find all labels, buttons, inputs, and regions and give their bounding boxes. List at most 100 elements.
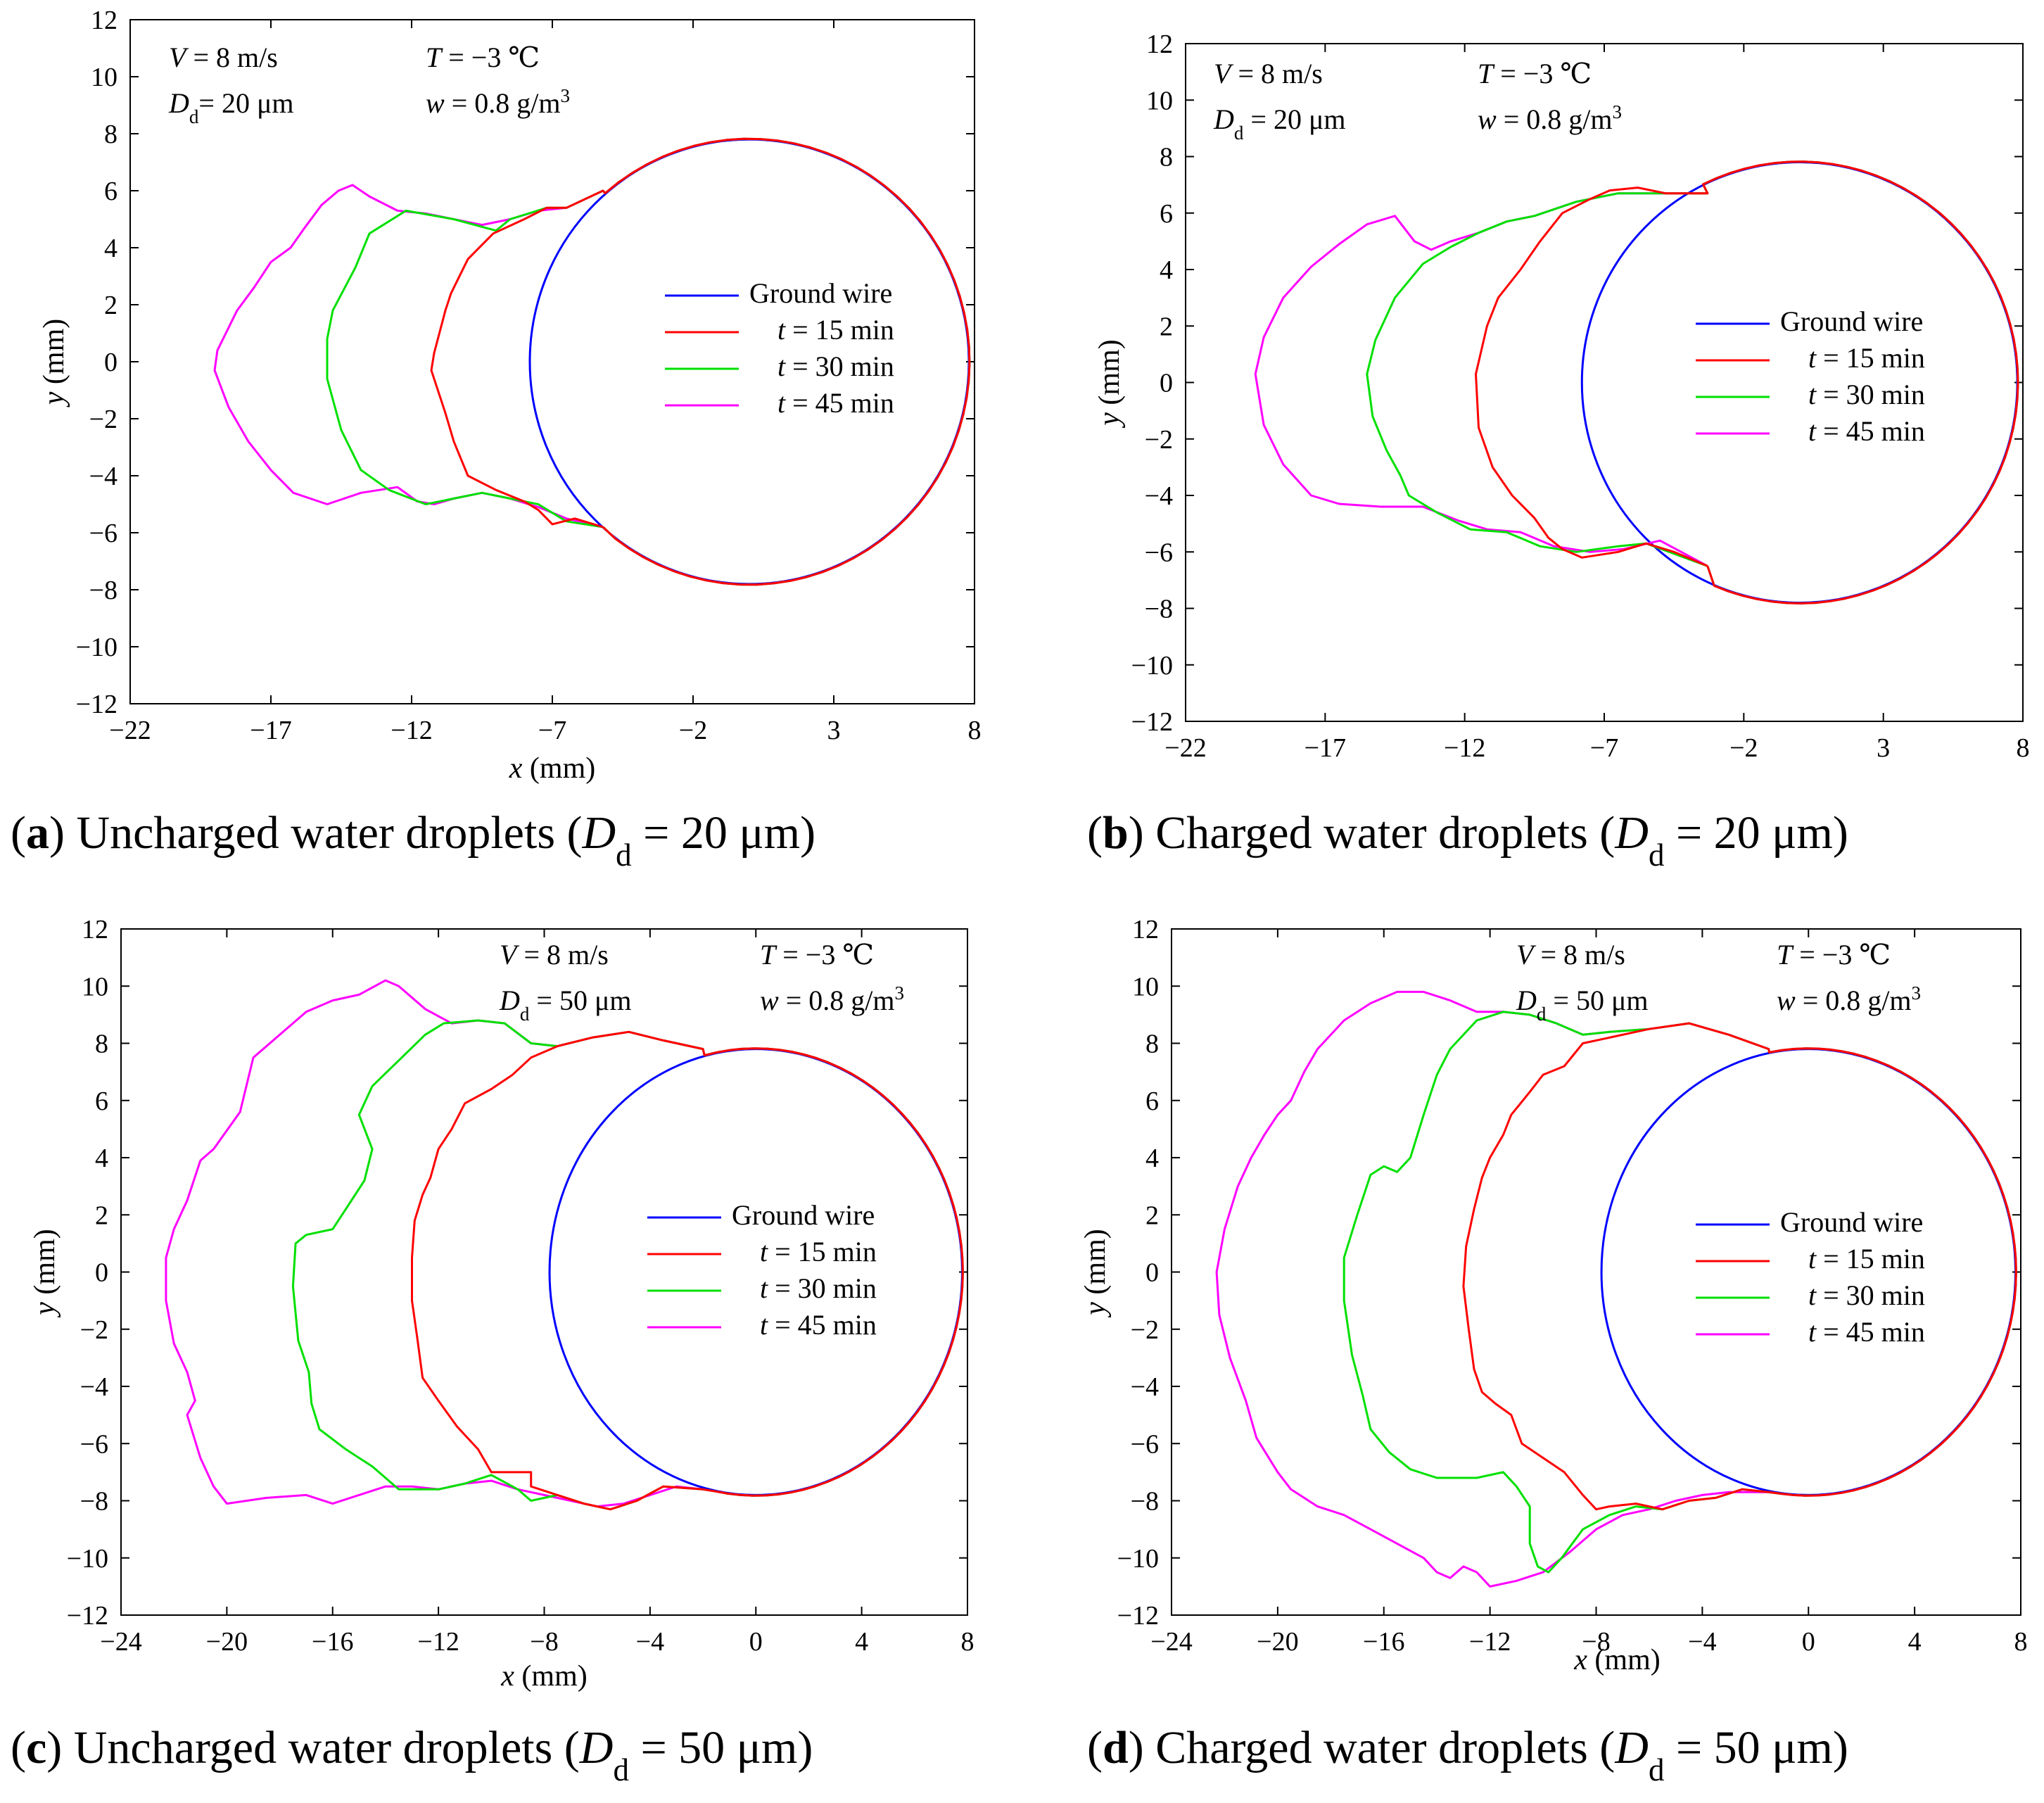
y-tick-label: 2 (1145, 1201, 1159, 1230)
x-tick-label: 8 (2017, 733, 2030, 763)
ground-wire-circle (548, 1048, 963, 1496)
y-tick-label: 0 (1145, 1258, 1159, 1288)
x-tick-label: −4 (1688, 1627, 1716, 1657)
legend-label: t = 30 min (777, 350, 894, 382)
y-tick-label: 2 (104, 291, 118, 320)
y-axis-label: y (mm) (38, 319, 70, 407)
y-tick-label: −4 (1145, 481, 1173, 511)
legend-label: t = 30 min (1808, 1279, 1925, 1311)
y-tick-label: −6 (1131, 1429, 1159, 1459)
x-tick-label: −12 (1469, 1627, 1511, 1657)
y-tick-label: 8 (1160, 143, 1173, 172)
y-tick-label: −8 (80, 1487, 108, 1517)
y-tick-label: −6 (89, 519, 118, 548)
y-tick-label: 4 (104, 234, 118, 263)
y-tick-label: 8 (95, 1030, 108, 1059)
x-tick-label: −4 (636, 1627, 664, 1657)
x-tick-label: 3 (1877, 733, 1890, 763)
y-tick-label: −2 (1145, 425, 1173, 455)
annotation-velocity: V = 8 m/s (169, 42, 278, 73)
y-axis-label: y (mm) (1079, 1229, 1112, 1317)
legend-label: Ground wire (1780, 305, 1923, 337)
y-tick-label: −10 (76, 633, 118, 662)
x-tick-label: 8 (961, 1627, 975, 1657)
legend-label: t = 45 min (1808, 415, 1925, 447)
legend-label: t = 15 min (1808, 1243, 1925, 1274)
x-tick-label: 3 (827, 716, 841, 745)
y-tick-label: −12 (1131, 707, 1173, 737)
y-tick-label: −12 (76, 690, 118, 719)
y-tick-label: −2 (89, 405, 118, 434)
y-tick-label: 4 (1145, 1144, 1159, 1173)
legend-label: t = 30 min (1808, 379, 1925, 410)
chart-panel-d: −24 −20 −16 −12 −8 −4 0 4 8−12−10−8−6−4−20246810… (1079, 915, 2028, 1676)
y-tick-label: 2 (95, 1201, 108, 1230)
y-tick-label: 2 (1160, 312, 1173, 341)
annotation-velocity: V = 8 m/s (500, 939, 609, 970)
legend: Ground wire t = 15 min t = 30 min t = 45 mi… (665, 277, 894, 419)
y-tick-label: −8 (89, 576, 118, 605)
legend-label: Ground wire (749, 277, 892, 309)
annotation-droplet-diameter: Dd = 50 μm (499, 985, 632, 1025)
legend-label: t = 15 min (777, 314, 894, 346)
x-tick-label: −7 (538, 716, 566, 745)
annotation-velocity: V = 8 m/s (1516, 939, 1625, 970)
panel-caption-d: (d) Charged water droplets (Dd = 50 μm) (1087, 1722, 1848, 1788)
x-tick-label: −8 (530, 1627, 558, 1657)
legend-label: t = 45 min (777, 387, 894, 419)
x-tick-label: −2 (679, 716, 707, 745)
y-tick-label: 0 (95, 1258, 108, 1288)
x-tick-label: −22 (1164, 733, 1206, 763)
annotation-velocity: V = 8 m/s (1214, 58, 1323, 89)
legend: Ground wire t = 15 min t = 30 min t = 45 mi… (647, 1199, 877, 1341)
panel-caption-c: (c) Uncharged water droplets (Dd = 50 μm… (11, 1722, 813, 1788)
annotation-droplet-diameter: Dd = 20 μm (1213, 103, 1346, 144)
y-tick-label: 12 (1132, 915, 1159, 944)
y-tick-label: 8 (104, 120, 118, 149)
y-tick-label: −4 (80, 1372, 108, 1402)
y-tick-label: −10 (1117, 1544, 1159, 1574)
y-tick-label: −12 (1117, 1601, 1159, 1631)
x-axis-label: x (mm) (500, 1660, 587, 1693)
x-tick-label: 0 (1802, 1627, 1815, 1657)
y-tick-label: −10 (1131, 651, 1173, 681)
x-tick-label: 0 (749, 1627, 763, 1657)
annotation-temperature: T = −3 ℃ (1777, 939, 1891, 970)
x-tick-label: 4 (1908, 1627, 1922, 1657)
legend-label: Ground wire (732, 1199, 875, 1231)
y-tick-label: 6 (104, 177, 118, 206)
y-tick-label: 10 (1146, 86, 1173, 115)
y-tick-label: −4 (89, 462, 118, 491)
plot-area (1254, 160, 2019, 605)
annotation-temperature: T = −3 ℃ (426, 42, 540, 73)
y-tick-label: −4 (1131, 1372, 1159, 1402)
y-tick-label: −8 (1131, 1487, 1159, 1517)
annotation-lwc: w = 0.8 g/m3 (426, 85, 570, 119)
y-tick-label: 0 (1160, 369, 1173, 398)
y-tick-label: 6 (95, 1087, 108, 1116)
y-tick-label: −8 (1145, 595, 1173, 624)
legend-label: Ground wire (1780, 1206, 1923, 1238)
legend: Ground wire t = 15 min t = 30 min t = 45 mi… (1696, 1206, 1925, 1348)
y-tick-label: 8 (1145, 1030, 1159, 1059)
chart-panel-c: −24 −20 −16 −12 −8 −4 0 4 8−12−10−8−6−4−20246810… (29, 915, 975, 1693)
panel-caption-b: (b) Charged water droplets (Dd = 20 μm) (1087, 807, 1848, 873)
y-tick-label: 10 (1132, 972, 1159, 1001)
x-tick-label: −12 (1444, 733, 1485, 763)
plot-area (213, 137, 971, 586)
y-tick-label: −6 (80, 1429, 108, 1459)
annotation-lwc: w = 0.8 g/m3 (760, 982, 904, 1016)
x-tick-label: −20 (1257, 1627, 1298, 1657)
y-axis-label: y (mm) (29, 1229, 61, 1317)
annotation-droplet-diameter: Dd = 50 μm (1516, 985, 1649, 1025)
ground-wire-circle (528, 138, 970, 586)
x-axis-label: x (mm) (1573, 1644, 1660, 1676)
x-tick-label: −16 (312, 1627, 353, 1657)
x-tick-label: −2 (1729, 733, 1758, 763)
legend: Ground wire t = 15 min t = 30 min t = 45 mi… (1696, 305, 1925, 447)
ice-contour-series (430, 137, 971, 586)
x-tick-label: −22 (109, 716, 151, 745)
legend-label: t = 15 min (1808, 342, 1925, 374)
annotation-lwc: w = 0.8 g/m3 (1478, 101, 1622, 135)
